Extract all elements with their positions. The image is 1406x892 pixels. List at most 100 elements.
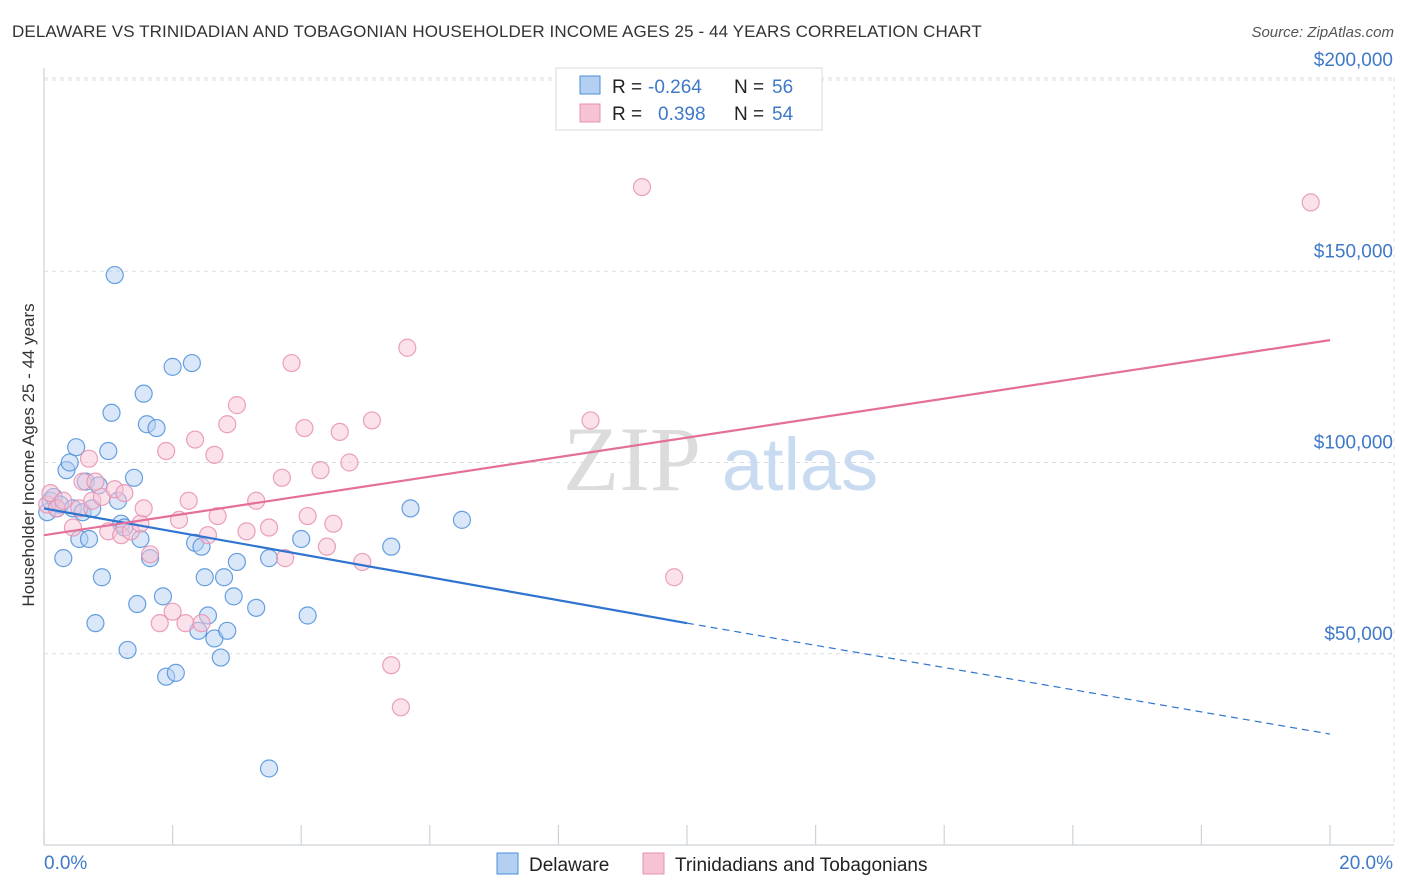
trinidadian-point: [247, 491, 266, 510]
trinidadian-point: [324, 514, 343, 533]
legend-n-label: N =: [734, 77, 764, 98]
trinidadian-point: [298, 506, 317, 526]
delaware-point: [195, 568, 214, 587]
delaware-point: [182, 353, 201, 373]
trinidadian-point: [54, 491, 73, 510]
delaware-point: [118, 640, 137, 660]
x-tick-label: 0.0%: [44, 853, 87, 874]
delaware-point: [214, 568, 234, 587]
delaware-point: [99, 441, 118, 461]
x-tick-label: 20.0%: [1339, 853, 1393, 874]
y-axis-label: Householder Income Ages 25 - 44 years: [19, 303, 38, 606]
legend-n-value: 54: [772, 104, 794, 125]
trinidadian-point: [163, 602, 182, 621]
delaware-trend-extension: [686, 622, 1331, 735]
delaware-trend-line: [43, 507, 688, 625]
data-points: [38, 178, 1320, 778]
trinidadian-point: [140, 545, 160, 564]
legend-swatch-delaware: [496, 852, 519, 875]
trend-lines: [43, 339, 1331, 735]
trinidadian-point: [665, 568, 684, 587]
delaware-point: [401, 499, 420, 518]
delaware-point: [79, 529, 99, 549]
delaware-point: [124, 468, 144, 487]
trinidadian-point: [115, 484, 134, 503]
legend-r-label: R =: [612, 104, 642, 125]
trinidadian-point: [259, 518, 279, 537]
trinidadian-point: [353, 552, 372, 572]
tick-labels: $50,000 $100,000 $150,000 $200,000 0.0% 20.0%: [44, 50, 1393, 874]
trinidadian-point: [186, 430, 205, 449]
trinidadian-point: [272, 468, 292, 487]
delaware-point: [67, 438, 86, 457]
delaware-point: [102, 403, 121, 422]
trinidadian-point: [179, 491, 198, 510]
legend-r-label: R =: [612, 77, 642, 98]
legend-label-delaware: Delaware: [529, 855, 609, 876]
delaware-point: [227, 552, 246, 572]
delaware-point: [153, 587, 173, 606]
watermark-atlas: atlas: [722, 423, 878, 506]
trinidadian-point: [157, 441, 176, 461]
trinidadian-point: [362, 411, 382, 430]
trinidadian-point: [311, 461, 330, 480]
trinidadian-point: [134, 499, 153, 518]
chart-source: Source: ZipAtlas.com: [1251, 24, 1394, 41]
axes: [43, 68, 1394, 846]
trinidadian-point: [391, 698, 410, 717]
chart-title: DELAWARE VS TRINIDADIAN AND TOBAGONIAN H…: [12, 22, 982, 41]
legend-n-label: N =: [734, 104, 764, 125]
trinidadian-point: [282, 353, 301, 373]
trinidadian-point: [382, 656, 401, 675]
trinidadian-point: [317, 537, 337, 556]
y-tick-label: $150,000: [1314, 241, 1393, 262]
delaware-point: [128, 594, 147, 614]
trinidadian-point: [205, 445, 224, 464]
delaware-point: [134, 384, 153, 403]
delaware-point: [86, 614, 105, 633]
trinidadian-point: [86, 472, 105, 491]
y-tick-label: $200,000: [1314, 50, 1393, 71]
delaware-point: [224, 587, 243, 606]
delaware-point: [382, 537, 401, 556]
legend-swatch-pink: [579, 103, 601, 123]
delaware-point: [247, 598, 266, 617]
delaware-point: [163, 357, 182, 376]
y-tick-label: $50,000: [1324, 624, 1393, 645]
trinidadian-point: [632, 178, 652, 197]
delaware-point: [218, 621, 237, 640]
delaware-point: [259, 759, 279, 778]
delaware-point: [166, 663, 185, 682]
correlation-legend: R = -0.264 N = 56 R = 0.398 N = 54: [555, 67, 823, 131]
trinidadian-point: [63, 518, 83, 537]
trinidadian-point: [1301, 193, 1320, 212]
delaware-point: [54, 549, 73, 568]
trinidadian-point: [150, 614, 169, 633]
watermark: ZIP atlas: [563, 408, 878, 510]
trinidadian-point: [198, 526, 218, 545]
y-tick-label: $100,000: [1314, 433, 1393, 454]
delaware-point: [292, 529, 311, 549]
delaware-point: [105, 265, 124, 285]
legend-label-trinidadians: Trinidadians and Tobagonians: [675, 855, 927, 876]
trinidadian-point: [330, 422, 349, 441]
trinidadian-point: [295, 418, 314, 438]
trinidadian-point: [192, 614, 211, 633]
trinidadian-point: [237, 522, 256, 541]
trinidadian-point: [79, 449, 99, 468]
trinidadian-point: [218, 415, 237, 434]
legend-n-value: 56: [772, 77, 793, 98]
trinidadian-point: [227, 396, 246, 415]
delaware-point: [211, 648, 230, 667]
legend-swatch-trinidadians: [642, 852, 665, 875]
trinidadian-point: [208, 506, 227, 526]
trinidadian-trend-line: [43, 339, 1331, 537]
delaware-point: [452, 510, 472, 529]
trinidadian-point: [581, 411, 600, 430]
trinidadian-point: [276, 549, 295, 568]
delaware-point: [147, 418, 166, 438]
delaware-point: [298, 606, 317, 625]
legend-swatch-blue: [579, 75, 601, 95]
grid-lines: [44, 77, 1395, 845]
